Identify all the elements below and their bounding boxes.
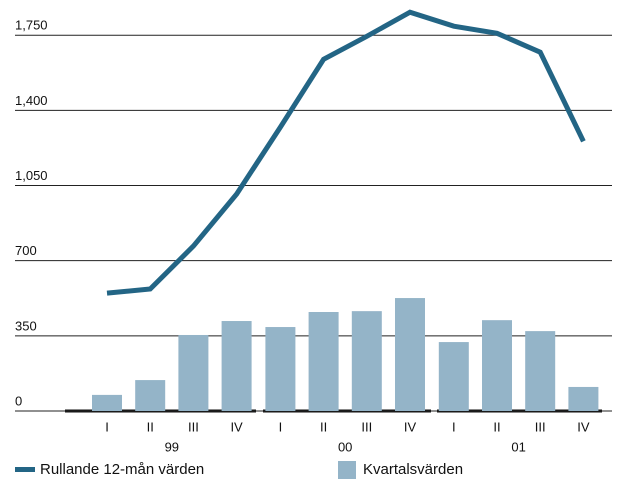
x-tick-label: IV — [577, 419, 590, 434]
y-tick-label: 0 — [15, 393, 22, 408]
x-tick-label: I — [452, 419, 456, 434]
legend-swatch — [15, 467, 35, 472]
group-label: 00 — [338, 439, 352, 454]
x-tick-label: III — [361, 419, 372, 434]
bar — [135, 380, 166, 411]
bar — [92, 394, 122, 411]
y-tick-label: 350 — [15, 318, 37, 333]
legend-label: Rullande 12-mån värden — [40, 461, 204, 478]
x-tick-label: II — [320, 419, 327, 434]
bar — [178, 334, 209, 411]
x-tick-label: III — [188, 419, 199, 434]
group-label: 99 — [165, 439, 179, 454]
bar — [265, 327, 296, 411]
bar — [568, 386, 599, 411]
y-tick-label: 1,050 — [15, 168, 48, 183]
bar — [395, 298, 425, 411]
x-tick-label: I — [105, 419, 109, 434]
x-tick-label: I — [279, 419, 283, 434]
y-tick-label: 1,400 — [15, 93, 48, 108]
legend-swatch — [338, 461, 356, 479]
x-tick-label: II — [147, 419, 154, 434]
x-tick-label: II — [493, 419, 500, 434]
y-tick-label: 700 — [15, 243, 37, 258]
y-tick-label: 1,750 — [15, 18, 48, 33]
bar — [351, 311, 382, 411]
x-tick-label: IV — [404, 419, 417, 434]
legend-label: Kvartalsvärden — [363, 461, 463, 478]
bar — [221, 321, 252, 411]
x-tick-label: IV — [230, 419, 243, 434]
bar — [308, 312, 339, 411]
group-label: 01 — [511, 439, 525, 454]
bar — [525, 331, 556, 411]
x-tick-label: III — [535, 419, 546, 434]
bar — [482, 320, 512, 411]
bar — [438, 342, 469, 411]
line — [106, 9, 586, 296]
